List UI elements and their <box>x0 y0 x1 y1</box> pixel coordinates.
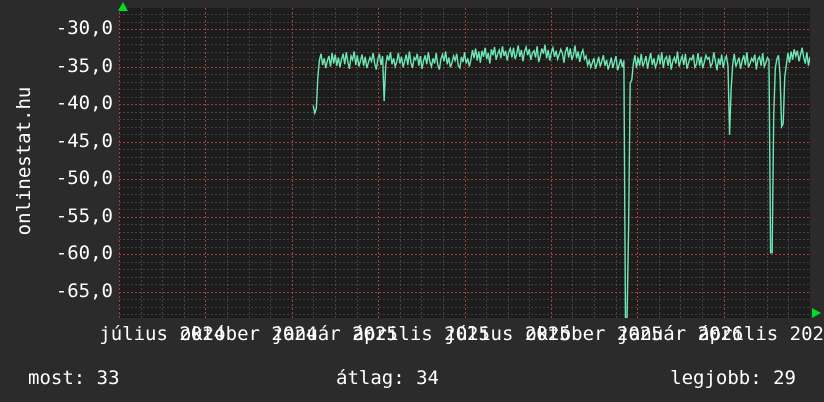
gridline-h-minor <box>119 269 810 270</box>
gridline-h-minor <box>119 202 810 203</box>
status-average: átlag: 34 <box>336 367 439 389</box>
gridline-v-minor <box>162 8 163 318</box>
y-tick-label-4: -50,0 <box>55 167 113 190</box>
gridline-h-major <box>119 67 810 68</box>
gridline-h-minor <box>119 239 810 240</box>
gridline-h-minor <box>119 164 810 165</box>
gridline-h-major <box>119 179 810 180</box>
gridline-h-minor <box>119 299 810 300</box>
gridline-h-minor <box>119 82 810 83</box>
y-tick-label-7: -65,0 <box>55 279 113 302</box>
gridline-h-minor <box>119 74 810 75</box>
gridline-v-minor <box>141 8 142 318</box>
gridline-h-major <box>119 29 810 30</box>
gridline-h-major <box>119 292 810 293</box>
gridline-h-minor <box>119 149 810 150</box>
gridline-h-minor <box>119 277 810 278</box>
gridline-h-minor <box>119 157 810 158</box>
x-tick-label-2: január 2025 <box>272 323 398 345</box>
y-tick-label-0: -30,0 <box>55 17 113 40</box>
gridline-h-minor <box>119 127 810 128</box>
gridline-h-minor <box>119 247 810 248</box>
gridline-h-minor <box>119 22 810 23</box>
gridline-h-major <box>119 104 810 105</box>
gridline-h-minor <box>119 37 810 38</box>
gridline-h-minor <box>119 44 810 45</box>
gridline-v-minor <box>529 8 530 318</box>
status-now: most: 33 <box>28 367 120 389</box>
gridline-v-minor <box>400 8 401 318</box>
status-best: legjobb: 29 <box>670 367 796 389</box>
gridline-v-minor <box>659 8 660 318</box>
gridline-v-minor <box>249 8 250 318</box>
y-axis-tick-labels: -30,0 -35,0 -40,0 -45,0 -50,0 -55,0 -60,0 -65,0 <box>0 0 113 402</box>
plot-area <box>119 8 810 318</box>
gridline-h-major <box>119 254 810 255</box>
gridline-h-minor <box>119 134 810 135</box>
gridline-v-minor <box>616 8 617 318</box>
y-tick-label-2: -40,0 <box>55 92 113 115</box>
gridline-h-minor <box>119 194 810 195</box>
gridline-v-minor <box>270 8 271 318</box>
gridline-v-minor <box>357 8 358 318</box>
gridline-v-major <box>378 8 379 318</box>
gridline-h-minor <box>119 307 810 308</box>
y-tick-label-6: -60,0 <box>55 242 113 265</box>
gridline-v-minor <box>572 8 573 318</box>
gridline-v-major <box>724 8 725 318</box>
gridline-v-major <box>119 8 120 318</box>
gridline-v-minor <box>184 8 185 318</box>
y-tick-label-3: -45,0 <box>55 129 113 152</box>
y-tick-label-5: -55,0 <box>55 204 113 227</box>
x-axis-arrow-icon <box>812 308 821 318</box>
gridline-h-minor <box>119 89 810 90</box>
gridline-h-minor <box>119 284 810 285</box>
gridline-v-minor <box>421 8 422 318</box>
gridline-v-minor <box>767 8 768 318</box>
gridline-v-minor <box>702 8 703 318</box>
gridline-h-minor <box>119 209 810 210</box>
gridline-h-major <box>119 142 810 143</box>
gridline-h-minor <box>119 97 810 98</box>
gridline-v-minor <box>486 8 487 318</box>
gridline-h-major <box>119 217 810 218</box>
gridline-v-major <box>465 8 466 318</box>
gridline-v-minor <box>227 8 228 318</box>
status-bar: most: 33 átlag: 34 legjobb: 29 <box>0 358 824 398</box>
x-tick-label-3: április 2025 <box>352 323 490 345</box>
gridline-v-major <box>205 8 206 318</box>
gridline-v-minor <box>594 8 595 318</box>
gridline-v-minor <box>313 8 314 318</box>
gridline-v-minor <box>335 8 336 318</box>
gridline-h-minor <box>119 187 810 188</box>
x-tick-label-0: július 2024 <box>99 323 226 345</box>
x-axis-tick-labels: július 2024 október 2024 január 2025 áprili… <box>0 322 824 350</box>
x-tick-label-4: július 2025 <box>444 323 571 345</box>
gridline-v-major <box>551 8 552 318</box>
x-tick-label-5: október 2025 <box>525 323 663 345</box>
gridline-v-minor <box>443 8 444 318</box>
gridline-h-minor <box>119 112 810 113</box>
gridline-v-minor <box>508 8 509 318</box>
gridline-v-minor <box>745 8 746 318</box>
gridline-h-minor <box>119 172 810 173</box>
gridline-v-minor <box>680 8 681 318</box>
gridline-h-minor <box>119 262 810 263</box>
gridline-h-minor <box>119 224 810 225</box>
data-series-line <box>312 44 810 318</box>
gridline-h-minor <box>119 119 810 120</box>
x-tick-label-7: április 2026 <box>698 323 824 345</box>
gridline-v-minor <box>788 8 789 318</box>
gridline-h-minor <box>119 59 810 60</box>
y-axis-arrow-icon <box>118 2 128 11</box>
gridline-h-minor <box>119 232 810 233</box>
gridline-h-minor <box>119 14 810 15</box>
y-tick-label-1: -35,0 <box>55 54 113 77</box>
x-tick-label-6: január 2026 <box>617 323 744 345</box>
gridline-h-minor <box>119 314 810 315</box>
x-tick-label-1: október 2024 <box>179 323 318 345</box>
gridline-v-major <box>292 8 293 318</box>
gridline-v-major <box>637 8 638 318</box>
